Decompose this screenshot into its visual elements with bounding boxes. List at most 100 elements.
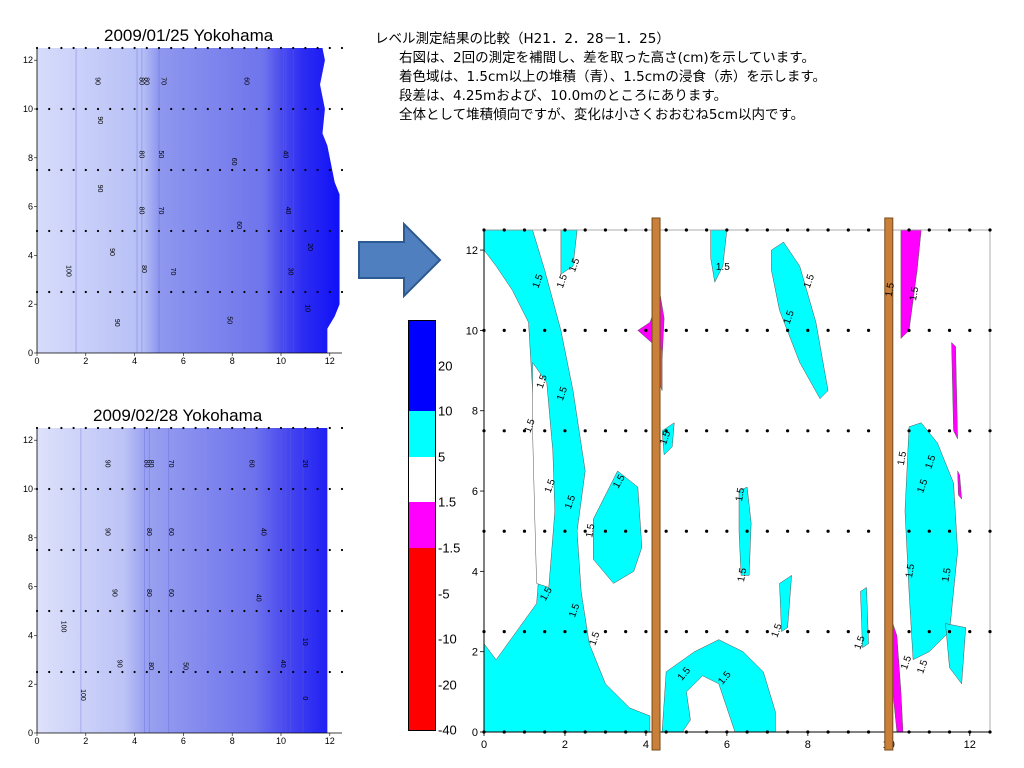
measurement-dot [145, 670, 148, 674]
measurement-dot [243, 548, 246, 552]
measurement-dot [170, 670, 173, 674]
measurement-dot [522, 630, 527, 634]
measurement-dot [846, 228, 850, 232]
measurement-dot [340, 229, 344, 233]
measurement-dot [218, 426, 222, 430]
contour-label: 1.5 [908, 286, 921, 302]
contour-label: 1.5 [658, 429, 673, 446]
measurement-dot [60, 46, 63, 50]
measurement-dot [267, 290, 270, 294]
contour-label: 80 [137, 150, 144, 158]
deposition-region [904, 422, 958, 661]
contour-label: 40 [284, 207, 291, 215]
y-tick-label: 0 [28, 728, 33, 738]
measurement-dot [255, 107, 258, 111]
measurement-dot [133, 168, 136, 172]
measurement-dot [786, 730, 790, 734]
measurement-dot [84, 46, 87, 50]
measurement-dot [231, 670, 234, 674]
measurement-dot [907, 730, 911, 734]
measurement-dot [35, 426, 39, 430]
measurement-dot [267, 548, 270, 552]
colorbar-label: -40 [438, 722, 457, 738]
measurement-dot [96, 670, 100, 674]
measurement-dot [725, 228, 729, 232]
contour-label: 90 [108, 248, 115, 256]
measurement-dot [328, 168, 331, 172]
measurement-dot [194, 670, 197, 674]
x-tick-label: 4 [643, 739, 649, 751]
measurement-dot [292, 107, 295, 111]
measurement-dot [96, 46, 100, 50]
measurement-dot [48, 670, 51, 674]
measurement-dot [48, 229, 51, 233]
x-tick-label: 2 [83, 736, 88, 746]
measurement-dot [60, 290, 63, 294]
measurement-dot [292, 229, 295, 233]
measurement-dot [145, 290, 148, 294]
contour-label: 40 [279, 660, 286, 668]
measurement-dot [267, 46, 270, 50]
measurement-dot [328, 609, 331, 613]
measurement-dot [267, 426, 270, 430]
colorbar-segment [408, 456, 436, 503]
contour-label: 1.5 [734, 486, 747, 502]
measurement-dot [806, 328, 810, 332]
measurement-dot [340, 487, 344, 491]
measurement-dot [664, 730, 668, 734]
measurement-dot [194, 548, 197, 552]
measurement-dot [170, 107, 173, 111]
deposition-region [661, 639, 776, 733]
contour-label: 10 [301, 638, 308, 646]
x-tick-label: 2 [562, 739, 568, 751]
neutral-region [532, 361, 556, 588]
measurement-dot [328, 548, 331, 552]
measurement-dot [35, 290, 39, 294]
top-left-contour-plot: 0 2 4 6 8 10 12 0 2 4 6 8 10 12 90 80 80 70 60 90 80 50 60 40 90… [20, 46, 350, 368]
measurement-dot [502, 328, 506, 332]
measurement-dot [145, 548, 148, 552]
contour-label: 70 [167, 460, 174, 468]
measurement-dot [583, 730, 587, 734]
measurement-dot [543, 630, 547, 634]
difference-plot: 0246810120246810121.51.51.51.51.51.51.51… [455, 212, 1000, 762]
contour-label: 90 [103, 460, 110, 468]
measurement-dot [279, 609, 283, 613]
measurement-dot [121, 670, 124, 674]
measurement-dot [96, 168, 100, 172]
measurement-dot [206, 46, 209, 50]
measurement-dot [603, 730, 608, 734]
y-tick-label: 8 [472, 406, 478, 418]
measurement-dot [304, 609, 307, 613]
measurement-dot [927, 429, 931, 433]
measurement-dot [96, 290, 100, 294]
x-tick-label: 10 [276, 736, 286, 746]
measurement-dot [255, 229, 258, 233]
contour-label: 1.5 [904, 563, 917, 579]
measurement-dot [786, 328, 790, 332]
measurement-dot [96, 229, 100, 233]
y-tick-label: 6 [28, 202, 33, 212]
measurement-dot [206, 487, 209, 491]
x-tick-label: 6 [181, 736, 186, 746]
measurement-dot [988, 630, 992, 634]
measurement-dot [927, 630, 931, 634]
measurement-dot [583, 529, 587, 533]
measurement-dot [218, 107, 222, 111]
measurement-dot [846, 529, 850, 533]
measurement-dot [35, 548, 39, 552]
deposition-region [779, 574, 792, 633]
measurement-dot [522, 730, 527, 734]
colorbar-segment [408, 548, 436, 594]
measurement-dot [340, 168, 344, 172]
measurement-dot [988, 429, 992, 433]
measurement-dot [133, 426, 136, 430]
measurement-dot [765, 529, 769, 533]
measurement-dot [255, 487, 258, 491]
contour-label: 20 [301, 460, 308, 468]
measurement-dot [304, 487, 307, 491]
y-tick-label: 8 [28, 153, 33, 163]
measurement-dot [316, 290, 319, 294]
measurement-dot [231, 548, 234, 552]
